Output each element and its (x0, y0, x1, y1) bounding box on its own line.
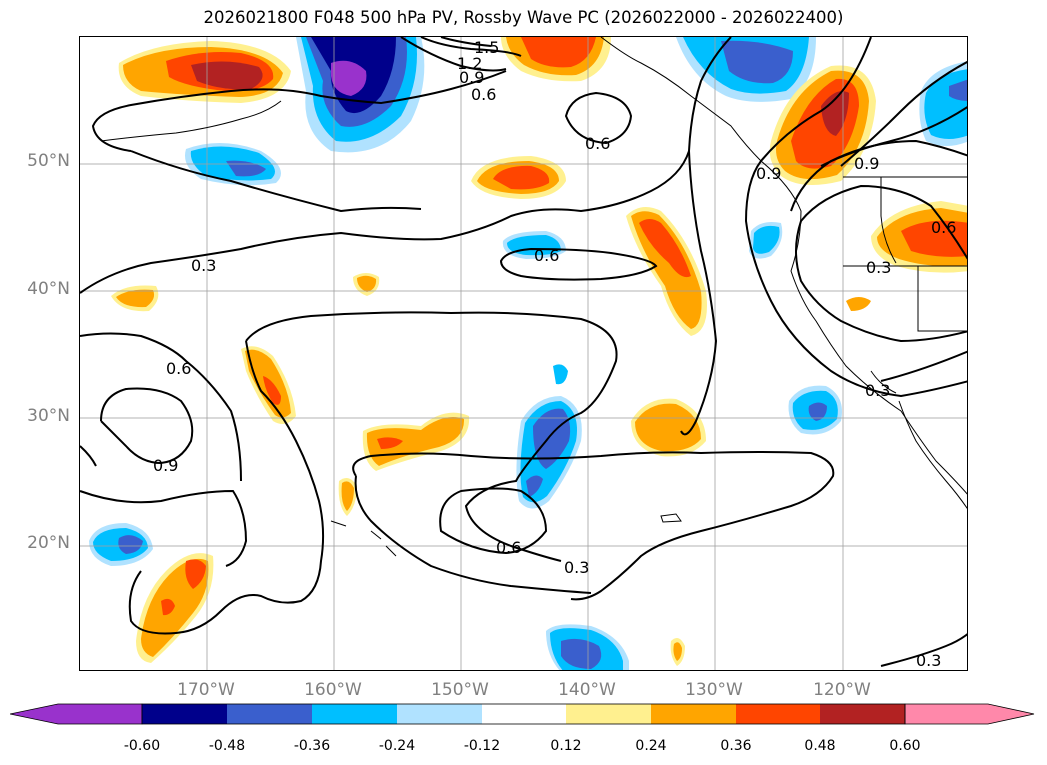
colorbar-tick-label: -0.24 (378, 738, 416, 754)
colorbar-extend-low (10, 703, 143, 725)
contour-label: 1.2 (457, 54, 482, 73)
lon-label-140w: 140°W (558, 680, 616, 700)
lon-label-150w: 150°W (431, 680, 489, 700)
lon-label-130w: 130°W (685, 680, 743, 700)
contour-label: 0.9 (459, 68, 484, 87)
colorbar-segment (142, 704, 227, 724)
contour-label: 0.3 (191, 256, 216, 275)
lon-label-120w: 120°W (813, 680, 871, 700)
map-canvas: 1.5 1.2 0.9 0.6 0.6 0.6 0.9 0.9 0.6 0.3 … (80, 37, 967, 670)
colorbar-tick-label: 0.60 (889, 738, 921, 754)
colorbar-tick-label: -0.12 (463, 738, 501, 754)
contour-label: 0.9 (756, 164, 781, 183)
contour-label: 0.6 (166, 359, 191, 378)
lon-label-170w: 170°W (177, 680, 235, 700)
colorbar-tick-label: -0.36 (293, 738, 331, 754)
colorbar-segment (227, 704, 312, 724)
contour-label: 0.6 (471, 85, 496, 104)
colorbar-tick-label: 0.36 (720, 738, 752, 754)
contour-label: 0.6 (931, 218, 956, 237)
contour-label: 0.6 (496, 538, 521, 557)
colorbar-tick-label: -0.60 (123, 738, 161, 754)
colorbar-segment (397, 704, 482, 724)
pv-contours (80, 37, 967, 667)
colorbar-segment (482, 704, 566, 724)
contour-label: 0.3 (866, 258, 891, 277)
lat-label-50n: 50°N (27, 151, 70, 171)
contour-label: 1.5 (474, 38, 499, 57)
contour-label: 0.3 (564, 558, 589, 577)
colorbar-extend-high (904, 703, 1035, 725)
contour-label: 0.6 (585, 134, 610, 153)
contour-label: 0.6 (534, 246, 559, 265)
colorbar-tick-label: 0.12 (550, 738, 582, 754)
contour-labels: 1.5 1.2 0.9 0.6 0.6 0.6 0.9 0.9 0.6 0.3 … (153, 38, 956, 670)
colorbar-segment (651, 704, 736, 724)
colorbar-tick-label: -0.48 (208, 738, 246, 754)
contour-label: 0.3 (865, 381, 890, 400)
colorbar-segment (820, 704, 905, 724)
colorbar-segment (312, 704, 397, 724)
colorbar-tick-label: 0.48 (804, 738, 836, 754)
lat-label-30n: 30°N (27, 406, 70, 426)
pv-anomaly-fills (89, 37, 967, 670)
lat-label-40n: 40°N (27, 279, 70, 299)
lat-label-20n: 20°N (27, 533, 70, 553)
colorbar-segment (736, 704, 820, 724)
contour-label: 0.3 (916, 651, 941, 670)
coastlines (100, 37, 967, 557)
colorbar-segment (566, 704, 651, 724)
colorbar-tick-label: 0.24 (635, 738, 667, 754)
colorbar (10, 703, 1035, 725)
map-title: 2026021800 F048 500 hPa PV, Rossby Wave … (203, 8, 844, 27)
map-panel[interactable]: 1.5 1.2 0.9 0.6 0.6 0.6 0.9 0.9 0.6 0.3 … (79, 36, 968, 671)
contour-label: 0.9 (854, 154, 879, 173)
lon-label-160w: 160°W (304, 680, 362, 700)
contour-label: 0.9 (153, 456, 178, 475)
